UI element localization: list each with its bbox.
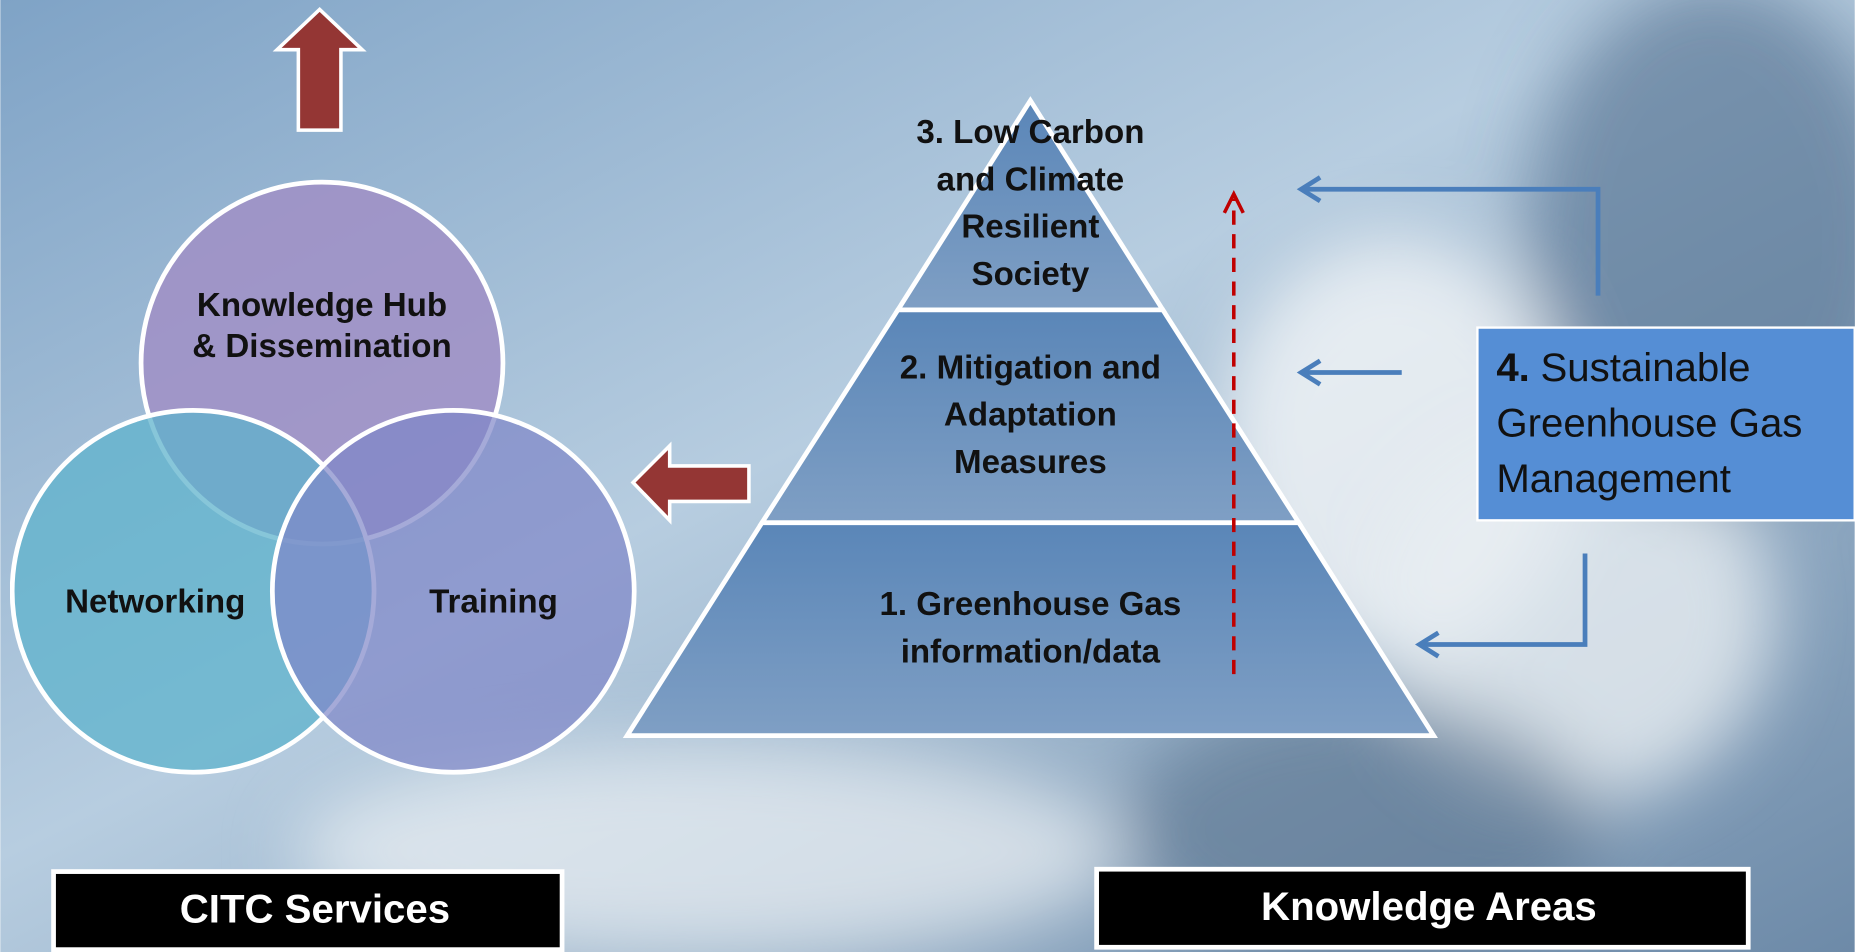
- footer-label: CITC Services: [180, 886, 450, 931]
- circle-label: Training: [429, 584, 558, 621]
- footer-label: Knowledge Areas: [1261, 884, 1597, 929]
- slide: Knowledge Hub& Dissemination Networking …: [0, 0, 1855, 952]
- pyramid-tier: [627, 523, 1434, 736]
- circle-label: Networking: [65, 584, 245, 621]
